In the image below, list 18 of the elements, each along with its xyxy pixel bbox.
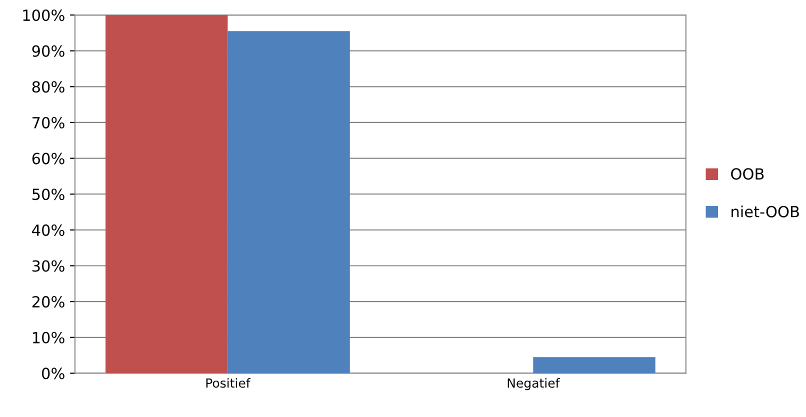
legend-label: niet-OOB bbox=[732, 206, 799, 218]
y-tick-label: 60% bbox=[32, 152, 64, 164]
y-tick-label: 10% bbox=[32, 332, 64, 344]
bar bbox=[533, 357, 656, 374]
y-tick-label: 30% bbox=[32, 260, 64, 272]
x-tick-label: Negatief bbox=[508, 378, 560, 390]
y-tick-label: 40% bbox=[32, 224, 64, 236]
x-tick-label: Positief bbox=[206, 378, 251, 388]
legend-label: OOB bbox=[731, 168, 764, 180]
y-tick-label: 80% bbox=[32, 81, 64, 93]
bar bbox=[106, 15, 228, 374]
bar bbox=[228, 31, 350, 374]
y-tick-label: 50% bbox=[32, 188, 64, 200]
y-tick-label: 100% bbox=[23, 9, 64, 22]
y-tick-label: 70% bbox=[32, 116, 64, 128]
y-tick-label: 20% bbox=[32, 296, 64, 308]
y-tick-label: 0% bbox=[42, 368, 64, 380]
y-tick-label: 90% bbox=[32, 45, 64, 57]
